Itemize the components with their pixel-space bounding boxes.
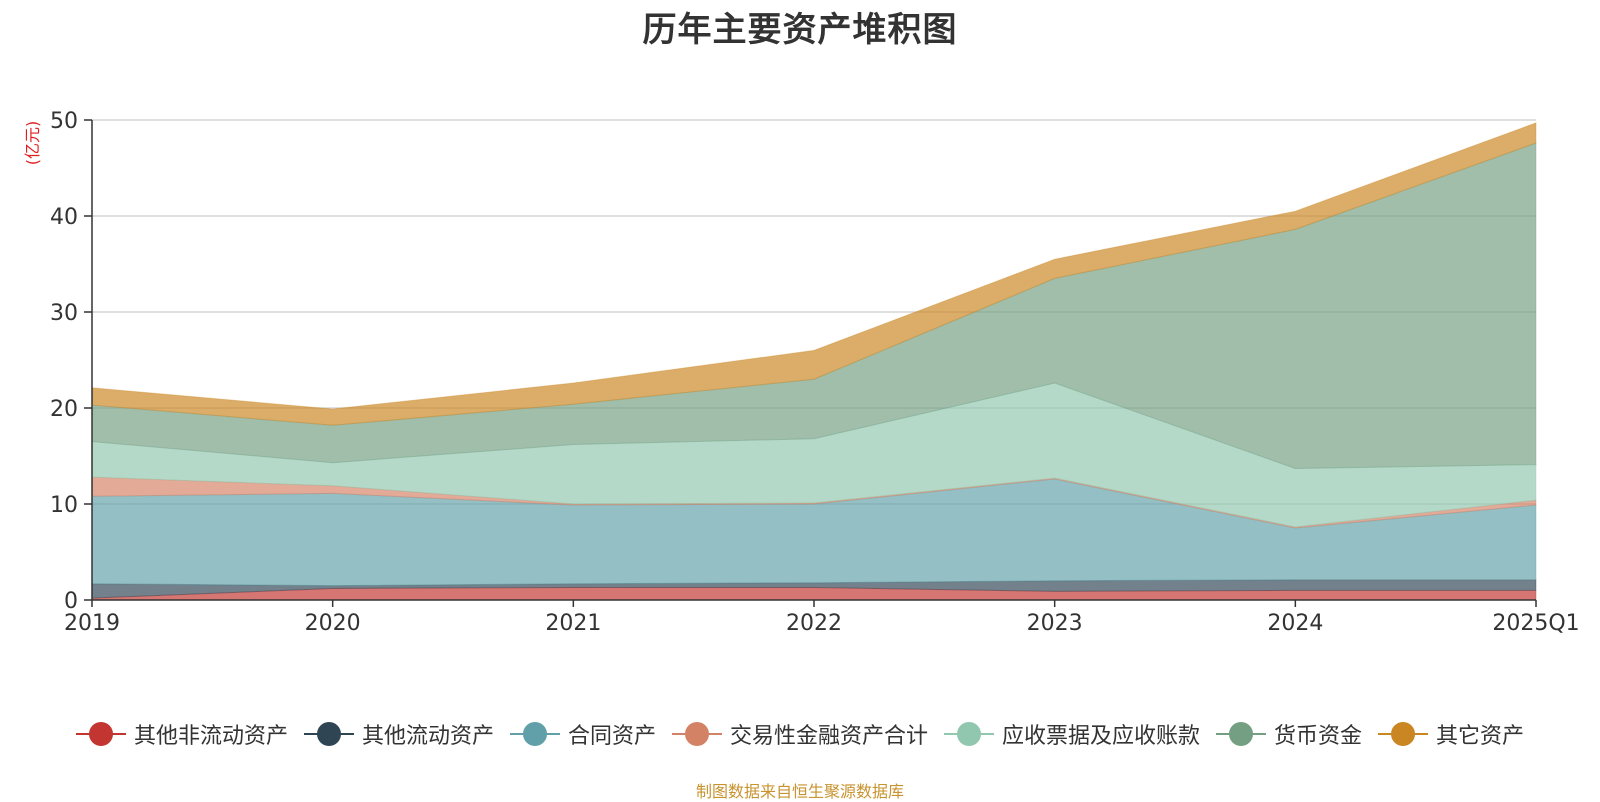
legend: 其他非流动资产 其他流动资产 合同资产 交易性金融资产合计 应收票据及应收账款 货币资金 其…: [0, 718, 1600, 750]
legend-marker-icon: [1216, 721, 1267, 747]
axes: 0 10 20 30 40 50 2019 2020 2021 2022 2023 2024 2025Q…: [50, 109, 1580, 636]
x-tick-label: 2025Q1: [1492, 611, 1579, 636]
legend-item[interactable]: 应收票据及应收账款: [944, 718, 1200, 750]
y-tick-label: 10: [50, 493, 78, 518]
chart-title: 历年主要资产堆积图: [642, 10, 958, 50]
legend-label: 合同资产: [567, 724, 656, 749]
legend-label: 其他非流动资产: [133, 724, 288, 749]
legend-item[interactable]: 其他非流动资产: [75, 718, 288, 750]
legend-item[interactable]: 合同资产: [509, 718, 656, 750]
y-tick-label: 0: [64, 589, 78, 614]
area-series-6[interactable]: [91, 122, 1537, 426]
y-tick-label: 30: [50, 301, 78, 326]
legend-item[interactable]: 其他流动资产: [303, 718, 494, 750]
source-note: 制图数据来自恒生聚源数据库: [695, 782, 904, 801]
legend-label: 其他流动资产: [361, 724, 494, 749]
y-tick-label: 20: [50, 397, 78, 422]
legend-label: 交易性金融资产合计: [729, 724, 928, 749]
y-axis-unit-label: (亿元): [23, 121, 42, 166]
y-tick-label: 40: [50, 205, 78, 230]
legend-item[interactable]: 其它资产: [1378, 718, 1524, 750]
area-series-4[interactable]: [91, 382, 1537, 528]
legend-label: 应收票据及应收账款: [1002, 724, 1201, 749]
legend-marker-icon: [944, 721, 994, 747]
legend-marker-icon: [75, 721, 126, 747]
x-tick-label: 2024: [1267, 611, 1323, 636]
legend-marker-icon: [1378, 721, 1429, 747]
x-tick-label: 2020: [305, 611, 361, 636]
area-series: [91, 122, 1537, 601]
legend-label: 其它资产: [1436, 724, 1525, 749]
legend-item[interactable]: 交易性金融资产合计: [671, 718, 928, 750]
legend-marker-icon: [303, 721, 354, 747]
x-tick-label: 2022: [786, 611, 842, 636]
legend-item[interactable]: 货币资金: [1216, 718, 1362, 750]
legend-marker-icon: [671, 721, 722, 747]
legend-marker-icon: [509, 721, 560, 747]
x-tick-label: 2019: [64, 611, 120, 636]
x-tick-label: 2023: [1027, 611, 1083, 636]
x-tick-label: 2021: [545, 611, 601, 636]
legend-label: 货币资金: [1274, 724, 1363, 749]
y-tick-label: 50: [50, 109, 78, 134]
